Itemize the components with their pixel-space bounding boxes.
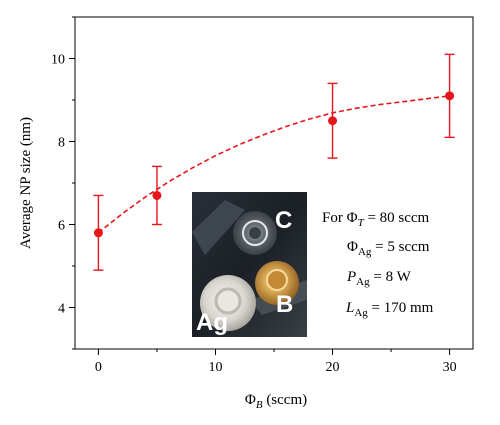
x-tick-label: 30 [443,360,457,375]
data-series [93,53,455,271]
data-point [328,116,338,126]
y-tick-label: 8 [58,136,65,151]
data-point [152,190,162,200]
inset-label-c: C [275,207,292,234]
x-tick-label: 20 [326,360,340,375]
data-point [445,91,455,101]
y-tick-label: 6 [58,219,65,234]
x-tick-label: 0 [95,360,102,375]
annotation: For ΦT = 80 sccm ΦAg = 5 sccm PAg = 8 W … [322,210,434,319]
x-tick-label: 10 [208,360,222,375]
annotation-line-1: For ΦT = 80 sccm [322,210,430,229]
y-axis-label: Average NP size (nm) [18,117,34,249]
annotation-line-2: ΦAg = 5 sccm [347,239,430,258]
x-axis-label: ΦB (sccm) [245,392,307,411]
y-tick-label: 10 [51,53,65,68]
inset-label-b: B [276,291,293,318]
inset-label-ag: Ag [196,309,228,336]
inset-photo: C B Ag [192,192,307,337]
y-tick-label: 4 [58,302,65,317]
annotation-line-3: PAg = 8 W [346,269,412,288]
data-point [93,228,103,238]
axis-ticks: 0 10 20 30 4 6 8 10 [51,16,457,375]
annotation-line-4: LAg = 170 mm [345,300,434,319]
